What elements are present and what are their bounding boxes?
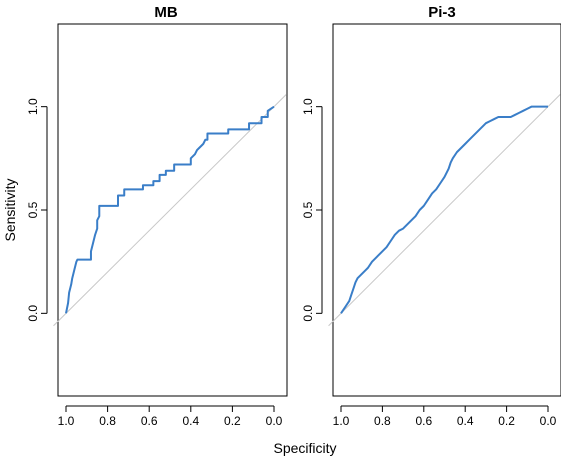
roc-curve-mb [65,105,275,314]
x-tick-label-pi3: 0.0 [540,414,557,428]
panel-pi3: Pi-3 1.0 0.8 0.6 0.4 0.2 0.0 0.0 0.5 1.0 [301,4,561,428]
x-tick-label-pi3: 0.8 [374,414,391,428]
reference-line-mb [53,93,287,327]
x-tick-label-pi3: 0.4 [457,414,474,428]
x-tick-label-pi3: 0.6 [415,414,432,428]
y-tick-label-pi3: 0.0 [301,305,315,322]
x-axis-mb: 1.0 0.8 0.6 0.4 0.2 0.0 [58,405,283,428]
roc-series-line-pi3 [340,105,548,314]
y-tick-label-mb: 0.5 [26,201,40,218]
chart-title-mb: MB [154,4,177,21]
x-tick-label-mb: 0.8 [99,414,116,428]
x-tick-label-mb: 0.0 [266,414,283,428]
y-axis-pi3: 0.0 0.5 1.0 [301,98,323,322]
reference-line-pi3 [328,93,561,327]
x-tick-label-mb: 0.2 [224,414,241,428]
x-tick-label-mb: 0.6 [141,414,158,428]
plot-frame-mb [57,23,288,397]
x-tick-label-mb: 0.4 [182,414,199,428]
y-tick-label-mb: 0.0 [26,305,40,322]
x-tick-label-pi3: 0.2 [498,414,515,428]
x-tick-label-mb: 1.0 [58,414,75,428]
y-tick-label-pi3: 0.5 [301,201,315,218]
reference-diagonal-pi3 [328,93,561,327]
y-tick-label-mb: 1.0 [26,98,40,115]
x-axis-label: Specificity [273,440,336,456]
x-axis-pi3: 1.0 0.8 0.6 0.4 0.2 0.0 [333,405,557,428]
x-tick-label-pi3: 1.0 [333,414,350,428]
panel-mb: MB 1.0 0.8 0.6 0.4 0.2 0.0 0.0 0.5 1.0 [26,4,288,428]
chart-title-pi3: Pi-3 [428,4,456,21]
y-axis-label: Sensitivity [2,178,18,241]
roc-series-line-mb [65,105,275,314]
plot-frame-pi3 [332,23,561,397]
roc-curve-pi3 [340,105,548,314]
reference-diagonal-mb [53,93,287,327]
y-tick-label-pi3: 1.0 [301,98,315,115]
y-axis-mb: 0.0 0.5 1.0 [26,98,48,322]
